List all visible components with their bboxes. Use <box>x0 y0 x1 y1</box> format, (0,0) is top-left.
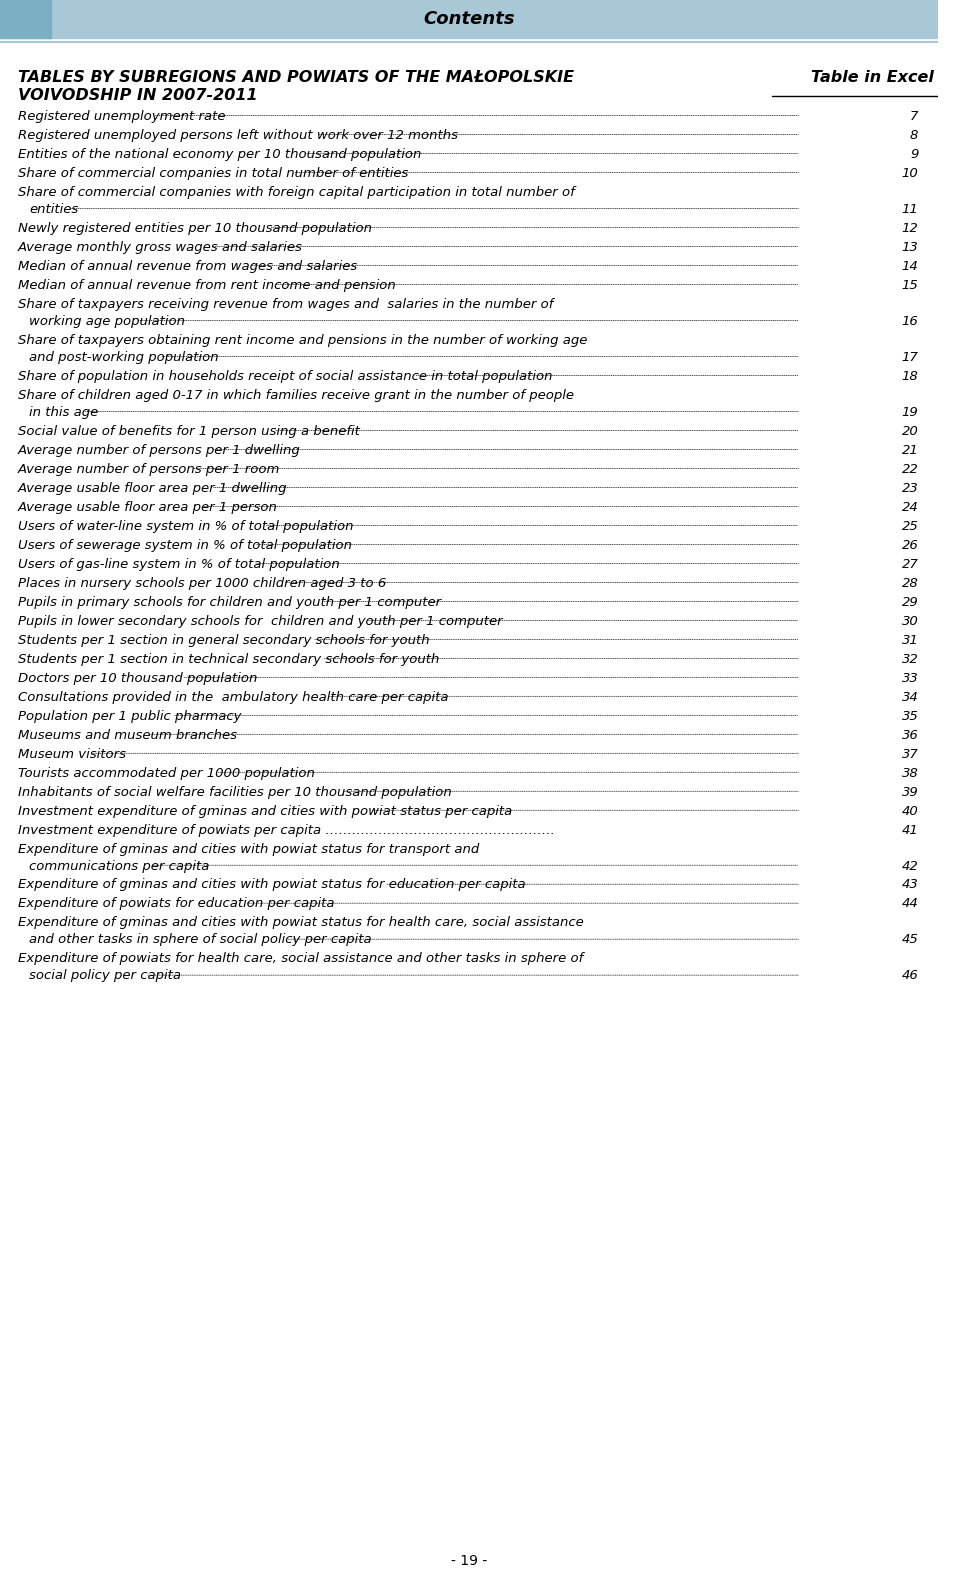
Text: Users of sewerage system in % of total population: Users of sewerage system in % of total p… <box>17 539 351 552</box>
Text: 31: 31 <box>901 634 919 646</box>
Text: 10: 10 <box>901 167 919 179</box>
Text: Users of water-line system in % of total population: Users of water-line system in % of total… <box>17 520 353 533</box>
Text: 46: 46 <box>901 970 919 982</box>
Text: working age population: working age population <box>30 314 185 329</box>
Text: 32: 32 <box>901 652 919 665</box>
Text: 27: 27 <box>901 558 919 571</box>
Text: Share of children aged 0-17 in which families receive grant in the number of peo: Share of children aged 0-17 in which fam… <box>17 388 573 402</box>
Text: 43: 43 <box>901 879 919 891</box>
Text: Share of commercial companies with foreign capital participation in total number: Share of commercial companies with forei… <box>17 185 574 200</box>
Bar <box>0 0 51 38</box>
Text: 44: 44 <box>901 898 919 910</box>
Text: social policy per capita: social policy per capita <box>30 970 181 982</box>
Text: 33: 33 <box>901 671 919 685</box>
Text: 16: 16 <box>901 314 919 329</box>
Text: in this age: in this age <box>30 406 99 418</box>
Text: TABLES BY SUBREGIONS AND POWIATS OF THE MAŁOPOLSKIE: TABLES BY SUBREGIONS AND POWIATS OF THE … <box>17 71 573 85</box>
Text: Average number of persons per 1 dwelling: Average number of persons per 1 dwelling <box>17 443 300 457</box>
Text: 17: 17 <box>901 351 919 363</box>
Text: Median of annual revenue from rent income and pension: Median of annual revenue from rent incom… <box>17 278 396 292</box>
Text: 25: 25 <box>901 520 919 533</box>
Text: 9: 9 <box>910 148 919 160</box>
Text: 34: 34 <box>901 690 919 704</box>
Text: Inhabitants of social welfare facilities per 10 thousand population: Inhabitants of social welfare facilities… <box>17 786 451 799</box>
Text: Average number of persons per 1 room: Average number of persons per 1 room <box>17 462 280 476</box>
Text: Registered unemployment rate: Registered unemployment rate <box>17 110 225 123</box>
Text: 15: 15 <box>901 278 919 292</box>
Text: and post-working population: and post-working population <box>30 351 219 363</box>
Text: 11: 11 <box>901 203 919 215</box>
Text: VOIVODSHIP IN 2007-2011: VOIVODSHIP IN 2007-2011 <box>17 88 257 102</box>
Text: 13: 13 <box>901 241 919 253</box>
Text: Share of commercial companies in total number of entities: Share of commercial companies in total n… <box>17 167 408 179</box>
Text: and other tasks in sphere of social policy per capita: and other tasks in sphere of social poli… <box>30 934 372 946</box>
Text: Doctors per 10 thousand population: Doctors per 10 thousand population <box>17 671 257 685</box>
Text: Newly registered entities per 10 thousand population: Newly registered entities per 10 thousan… <box>17 222 372 234</box>
Text: entities: entities <box>30 203 79 215</box>
Text: 23: 23 <box>901 481 919 495</box>
Text: Average usable floor area per 1 dwelling: Average usable floor area per 1 dwelling <box>17 481 287 495</box>
Text: 21: 21 <box>901 443 919 457</box>
Text: Registered unemployed persons left without work over 12 months: Registered unemployed persons left witho… <box>17 129 458 141</box>
Text: 24: 24 <box>901 501 919 514</box>
Text: 29: 29 <box>901 596 919 608</box>
Text: communications per capita: communications per capita <box>30 860 209 872</box>
Text: 28: 28 <box>901 577 919 590</box>
Text: 8: 8 <box>910 129 919 141</box>
Text: Population per 1 public pharmacy: Population per 1 public pharmacy <box>17 709 241 723</box>
Text: Museum visitors: Museum visitors <box>17 748 126 761</box>
Bar <box>0 0 938 38</box>
Text: Entities of the national economy per 10 thousand population: Entities of the national economy per 10 … <box>17 148 421 160</box>
Text: 40: 40 <box>901 805 919 817</box>
Text: Expenditure of gminas and cities with powiat status for health care, social assi: Expenditure of gminas and cities with po… <box>17 916 584 929</box>
Text: 42: 42 <box>901 860 919 872</box>
Text: Share of population in households receipt of social assistance in total populati: Share of population in households receip… <box>17 369 552 384</box>
Text: Expenditure of gminas and cities with powiat status for transport and: Expenditure of gminas and cities with po… <box>17 843 479 855</box>
Text: 14: 14 <box>901 259 919 274</box>
Text: 18: 18 <box>901 369 919 384</box>
Text: 35: 35 <box>901 709 919 723</box>
Text: 36: 36 <box>901 728 919 742</box>
Text: 12: 12 <box>901 222 919 234</box>
Text: 30: 30 <box>901 615 919 627</box>
Text: Museums and museum branches: Museums and museum branches <box>17 728 236 742</box>
Text: Investment expenditure of powiats per capita …………………………………………….: Investment expenditure of powiats per ca… <box>17 824 555 836</box>
Text: Expenditure of powiats for education per capita: Expenditure of powiats for education per… <box>17 898 334 910</box>
Text: 39: 39 <box>901 786 919 799</box>
Text: Pupils in primary schools for children and youth per 1 computer: Pupils in primary schools for children a… <box>17 596 441 608</box>
Text: 45: 45 <box>901 934 919 946</box>
Text: 22: 22 <box>901 462 919 476</box>
Text: - 19 -: - 19 - <box>451 1555 487 1569</box>
Text: Expenditure of gminas and cities with powiat status for education per capita: Expenditure of gminas and cities with po… <box>17 879 525 891</box>
Text: Share of taxpayers receiving revenue from wages and  salaries in the number of: Share of taxpayers receiving revenue fro… <box>17 297 553 311</box>
Text: 26: 26 <box>901 539 919 552</box>
Text: Share of taxpayers obtaining rent income and pensions in the number of working a: Share of taxpayers obtaining rent income… <box>17 333 587 347</box>
Text: Places in nursery schools per 1000 children aged 3 to 6: Places in nursery schools per 1000 child… <box>17 577 386 590</box>
Text: Average monthly gross wages and salaries: Average monthly gross wages and salaries <box>17 241 302 253</box>
Text: Students per 1 section in technical secondary schools for youth: Students per 1 section in technical seco… <box>17 652 439 665</box>
Text: 19: 19 <box>901 406 919 418</box>
Text: Contents: Contents <box>423 9 515 28</box>
Text: Consultations provided in the  ambulatory health care per capita: Consultations provided in the ambulatory… <box>17 690 448 704</box>
Text: Median of annual revenue from wages and salaries: Median of annual revenue from wages and … <box>17 259 357 274</box>
Text: Investment expenditure of gminas and cities with powiat status per capita: Investment expenditure of gminas and cit… <box>17 805 512 817</box>
Text: Students per 1 section in general secondary schools for youth: Students per 1 section in general second… <box>17 634 429 646</box>
Text: Pupils in lower secondary schools for  children and youth per 1 computer: Pupils in lower secondary schools for ch… <box>17 615 502 627</box>
Text: Social value of benefits for 1 person using a benefit: Social value of benefits for 1 person us… <box>17 424 359 437</box>
Text: 37: 37 <box>901 748 919 761</box>
Text: Tourists accommodated per 1000 population: Tourists accommodated per 1000 populatio… <box>17 767 315 780</box>
Text: 7: 7 <box>910 110 919 123</box>
Text: 20: 20 <box>901 424 919 437</box>
Text: 41: 41 <box>901 824 919 836</box>
Text: Users of gas-line system in % of total population: Users of gas-line system in % of total p… <box>17 558 339 571</box>
Text: 38: 38 <box>901 767 919 780</box>
Text: Expenditure of powiats for health care, social assistance and other tasks in sph: Expenditure of powiats for health care, … <box>17 953 583 965</box>
Text: Average usable floor area per 1 person: Average usable floor area per 1 person <box>17 501 277 514</box>
Text: Table in Excel: Table in Excel <box>811 71 934 85</box>
